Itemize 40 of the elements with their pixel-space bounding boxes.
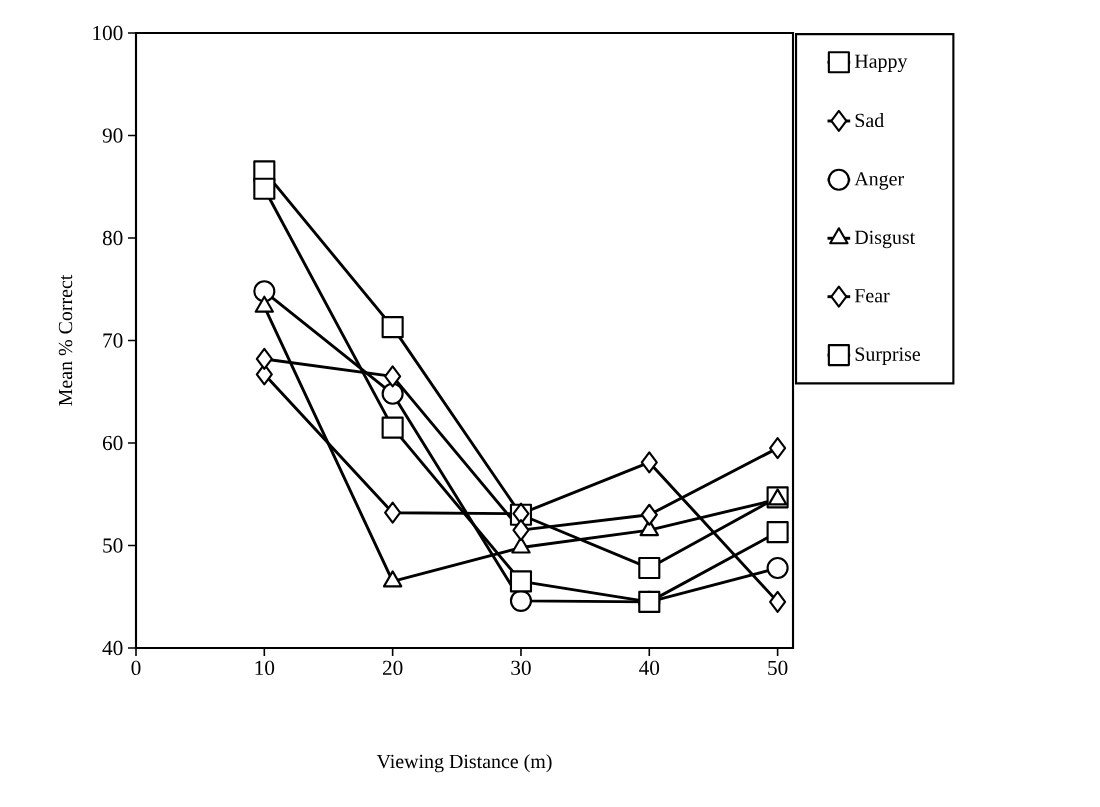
point: [381, 382, 404, 405]
y-tick-label: 100: [93, 25, 123, 41]
point: [255, 347, 273, 371]
point: [766, 556, 789, 580]
legend-label: Surprise: [855, 347, 921, 365]
point: [509, 589, 533, 612]
legend-label: Disgust: [854, 230, 916, 249]
legend-label: Sad: [855, 113, 884, 128]
point: [381, 316, 404, 339]
y-tick-label: 60: [102, 435, 123, 451]
y-tick-label: 80: [102, 230, 123, 246]
x-tick-label: 30: [511, 660, 531, 676]
point: [512, 519, 530, 542]
point: [766, 521, 789, 544]
point: [638, 590, 661, 613]
y-tick-label: 90: [102, 128, 123, 143]
x-tick-label: 50: [768, 660, 788, 676]
point: [384, 365, 402, 388]
y-tick-label: 50: [103, 538, 123, 553]
x-tick-label: 20: [382, 660, 403, 676]
point: [253, 280, 276, 303]
point: [640, 503, 658, 526]
point: [638, 556, 661, 580]
x-tick-label: 0: [131, 660, 141, 676]
legend-label: Fear: [854, 289, 890, 303]
legend-label: Anger: [854, 172, 904, 190]
point: [381, 416, 404, 439]
point: [384, 501, 402, 524]
point: [769, 590, 787, 613]
point: [253, 177, 276, 200]
y-tick-label: 40: [102, 640, 123, 656]
legend-label: Happy: [854, 54, 908, 73]
y-tick-label: 70: [103, 333, 123, 348]
x-axis-title: Viewing Distance (m): [376, 754, 552, 773]
point: [640, 451, 658, 474]
x-tick-label: 40: [639, 660, 660, 676]
point: [509, 570, 533, 593]
point: [769, 437, 787, 460]
y-axis-title: Mean % Correct: [58, 274, 73, 406]
x-tick-label: 10: [255, 660, 275, 676]
